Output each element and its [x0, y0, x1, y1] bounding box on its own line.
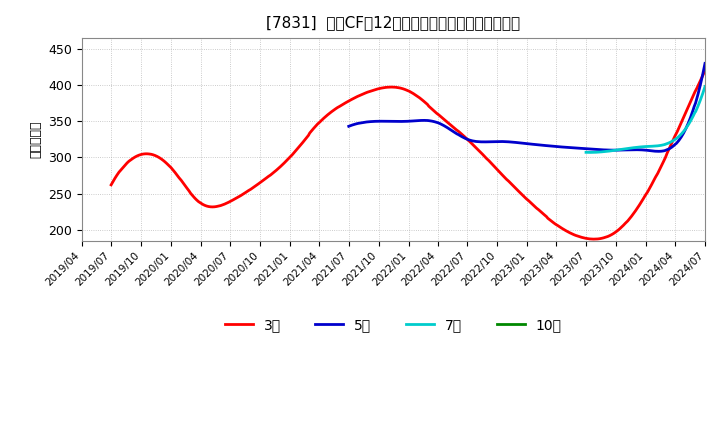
Legend: 3年, 5年, 7年, 10年: 3年, 5年, 7年, 10年 [219, 312, 567, 337]
Y-axis label: （百万円）: （百万円） [30, 121, 42, 158]
Title: [7831]  営業CFだ12か月移動合計の標準唄差の推移: [7831] 営業CFだ12か月移動合計の標準唄差の推移 [266, 15, 521, 30]
